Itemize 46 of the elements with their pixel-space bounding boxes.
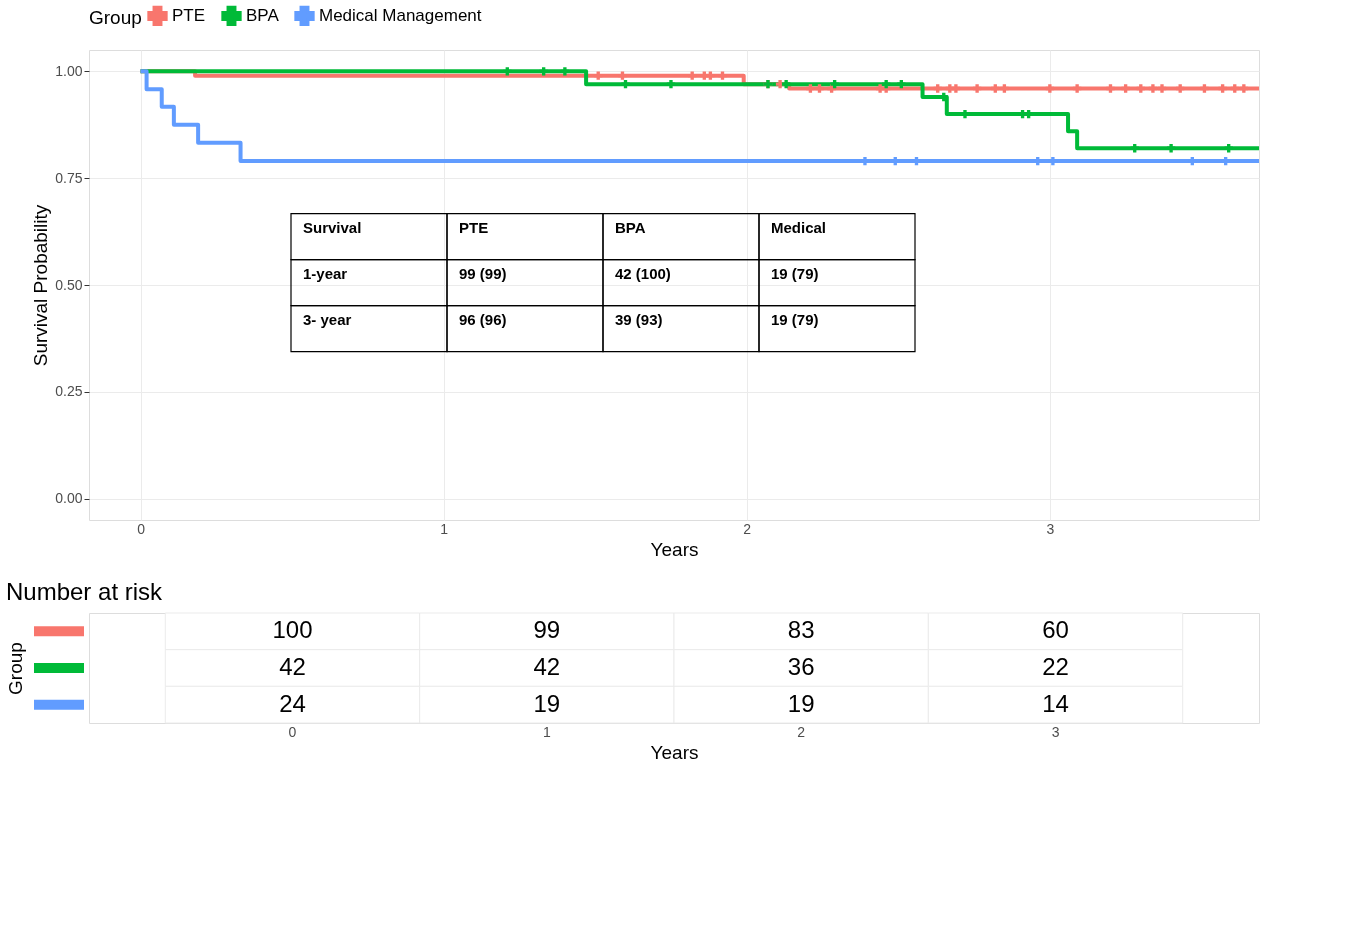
annotation: 99 (99)	[459, 264, 507, 282]
data-label: 42	[279, 653, 306, 680]
data-label: 24	[279, 689, 306, 717]
annotation: 1-year	[303, 264, 348, 282]
legend-label: BPA	[246, 5, 280, 25]
annotation: 19 (79)	[771, 310, 819, 328]
annotation: BPA	[615, 218, 646, 236]
legend-label: PTE	[172, 5, 206, 25]
y-axis-title: Group	[4, 642, 26, 695]
data-label: 100	[272, 616, 313, 644]
annotation: 3- year	[303, 310, 352, 328]
y-tick-label: 1.00	[55, 62, 83, 79]
x-tick-label: 3	[1046, 520, 1055, 537]
x-tick-label: 2	[797, 723, 806, 740]
data-label: 22	[1042, 653, 1069, 680]
x-tick-label: 1	[542, 723, 551, 740]
x-tick-label: 3	[1051, 723, 1060, 740]
x-tick-label: 1	[440, 520, 449, 537]
x-tick-label: 0	[288, 723, 297, 740]
data-label: 19	[787, 689, 815, 717]
data-label: 14	[1042, 689, 1069, 717]
x-axis-title: Years	[650, 741, 699, 763]
data-label: 19	[533, 689, 561, 717]
annotation: 39 (93)	[615, 310, 663, 328]
data-label: 60	[1042, 616, 1069, 644]
annotation: 96 (96)	[459, 310, 507, 328]
data-label: 99	[533, 616, 561, 644]
y-tick-label: 0.75	[55, 169, 83, 186]
annotation: 19 (79)	[771, 264, 819, 282]
x-tick-label: 2	[743, 520, 752, 537]
legend-title: Group	[89, 7, 142, 28]
y-axis-title: Survival Probability	[30, 204, 52, 367]
x-tick-label: 0	[137, 520, 146, 537]
data-label: 42	[533, 653, 561, 680]
annotation: 42 (100)	[615, 264, 671, 282]
y-tick-label: 0.25	[55, 383, 83, 400]
data-label: 36	[787, 653, 815, 680]
chart-title: Number at risk	[6, 577, 164, 605]
legend-label: Medical Management	[319, 5, 482, 25]
x-axis-title: Years	[650, 538, 699, 560]
annotation: Medical	[771, 218, 827, 236]
y-tick-label: 0.00	[55, 490, 83, 507]
annotation: Survival	[303, 218, 362, 236]
y-tick-label: 0.50	[55, 276, 83, 293]
data-label: 83	[787, 616, 815, 644]
annotation: PTE	[459, 218, 489, 236]
